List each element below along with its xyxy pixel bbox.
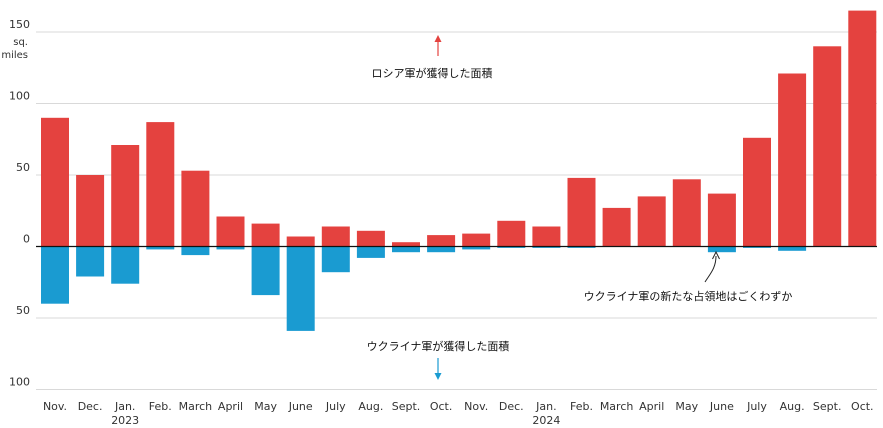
x-tick-label: Feb. xyxy=(149,400,172,413)
russia-annotation: ロシア軍が獲得した面積 xyxy=(372,35,493,80)
russia-bar-aug xyxy=(356,230,385,247)
russia-bar-sept xyxy=(392,242,420,247)
x-tick-label: March xyxy=(179,400,213,413)
russia-bar-jan xyxy=(111,145,140,247)
unit-label-line1: sq. xyxy=(13,37,28,48)
ukraine-bar-june xyxy=(286,246,315,331)
y-tick-label: 0 xyxy=(23,233,30,246)
russia-bar-june xyxy=(286,236,315,247)
x-tick-label: Nov. xyxy=(43,400,67,413)
russia-bar-oct xyxy=(848,10,877,247)
russia-bar-dec xyxy=(497,220,526,247)
ukraine-bar-april xyxy=(216,246,245,250)
ukraine-bar-jan xyxy=(111,246,140,284)
russia-bar-feb xyxy=(567,177,596,247)
y-tick-label: 150 xyxy=(9,18,30,31)
x-tick-label: Nov. xyxy=(464,400,488,413)
minor-gain-label: ウクライナ軍の新たな占領地はごくわずか xyxy=(584,289,793,303)
unit-label-line2: miles xyxy=(1,50,28,61)
russia-gain-label: ロシア軍が獲得した面積 xyxy=(372,66,493,80)
x-tick-label: Jan. xyxy=(114,400,135,413)
x-tick-label: Sept. xyxy=(392,400,421,413)
x-tick-label: Feb. xyxy=(570,400,593,413)
x-tick-label: April xyxy=(218,400,243,413)
russia-bar-feb xyxy=(146,122,175,247)
x-tick-label: Aug. xyxy=(780,400,805,413)
russia-bar-march xyxy=(181,170,210,247)
y-tick-label: 50 xyxy=(16,161,30,174)
russia-bar-june xyxy=(707,193,736,247)
ukraine-bar-aug xyxy=(778,246,807,251)
bars xyxy=(41,10,877,331)
curved-pointer-icon xyxy=(704,255,717,283)
x-tick-label: July xyxy=(746,400,767,413)
russia-bar-july xyxy=(743,137,771,247)
ukraine-bar-june xyxy=(707,246,736,253)
ukraine-bar-dec xyxy=(76,246,105,277)
russia-bar-april xyxy=(637,196,666,247)
x-tick-label: March xyxy=(600,400,634,413)
ukraine-bar-nov xyxy=(462,246,491,250)
russia-bar-nov xyxy=(41,117,69,247)
y-tick-label: 100 xyxy=(9,90,30,103)
ukraine-bar-oct xyxy=(427,246,456,253)
x-tick-label: Oct. xyxy=(851,400,874,413)
x-tick-label: Sept. xyxy=(813,400,842,413)
ukraine-bar-march xyxy=(181,246,210,256)
ukraine-bar-may xyxy=(251,246,280,296)
russia-bar-april xyxy=(216,216,245,247)
ukraine-annotation: ウクライナ軍が獲得した面積 xyxy=(367,339,510,380)
russia-bar-nov xyxy=(462,233,491,247)
russia-bar-july xyxy=(321,226,350,247)
x-tick-label: July xyxy=(325,400,346,413)
ukraine-bar-aug xyxy=(356,246,385,258)
ukraine-bar-jan xyxy=(532,246,561,248)
russia-bar-aug xyxy=(778,73,807,247)
russia-bar-sept xyxy=(813,46,842,247)
russia-bar-march xyxy=(602,207,631,247)
y-tick-label: 100 xyxy=(9,376,30,389)
x-tick-label: Aug. xyxy=(358,400,383,413)
russia-bar-may xyxy=(672,179,701,247)
x-year-label: 2024 xyxy=(532,414,560,427)
x-tick-label: Dec. xyxy=(499,400,524,413)
x-tick-label: April xyxy=(639,400,664,413)
ukraine-bar-dec xyxy=(497,246,526,248)
russia-bar-may xyxy=(251,223,280,247)
x-year-label: 2023 xyxy=(111,414,139,427)
x-axis-ticks: Nov. Dec. Jan. Feb. March April May June July Aug… xyxy=(43,400,874,427)
y-axis-ticks: 150 100 50 0 50 100 xyxy=(9,18,30,389)
x-tick-label: Jan. xyxy=(535,400,556,413)
russia-bar-jan xyxy=(532,226,561,247)
ukraine-arrowhead-icon xyxy=(434,373,442,380)
x-tick-label: Dec. xyxy=(78,400,103,413)
russia-bar-dec xyxy=(76,175,105,247)
y-tick-label: 50 xyxy=(16,304,30,317)
x-tick-label: May xyxy=(254,400,277,413)
x-tick-label: June xyxy=(288,400,313,413)
gridlines xyxy=(36,31,877,390)
ukraine-gain-label: ウクライナ軍が獲得した面積 xyxy=(367,339,510,353)
ukraine-bar-nov xyxy=(41,246,69,304)
curved-pointer-arrowhead-icon xyxy=(712,250,720,260)
ukraine-bar-july xyxy=(321,246,350,273)
x-tick-label: June xyxy=(709,400,734,413)
x-tick-label: Oct. xyxy=(430,400,453,413)
minor-gain-annotation: ウクライナ軍の新たな占領地はごくわずか xyxy=(584,250,793,303)
russia-bar-oct xyxy=(427,235,456,247)
ukraine-bar-feb xyxy=(567,246,596,248)
ukraine-bar-july xyxy=(743,246,771,248)
russia-arrowhead-icon xyxy=(434,35,442,42)
x-tick-label: May xyxy=(675,400,698,413)
ukraine-bar-sept xyxy=(392,246,420,253)
ukraine-bar-feb xyxy=(146,246,175,250)
